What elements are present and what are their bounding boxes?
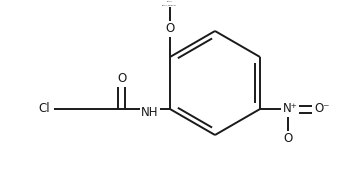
Text: O: O [283,133,293,146]
Text: Cl: Cl [38,102,50,115]
Text: O: O [165,23,175,36]
Text: methoxy: methoxy [167,0,173,2]
Text: O: O [117,73,127,86]
Text: N⁺: N⁺ [283,102,298,115]
Text: methoxy_placeholder: methoxy_placeholder [162,4,178,6]
Text: O⁻: O⁻ [314,102,330,115]
Text: NH: NH [141,107,159,120]
